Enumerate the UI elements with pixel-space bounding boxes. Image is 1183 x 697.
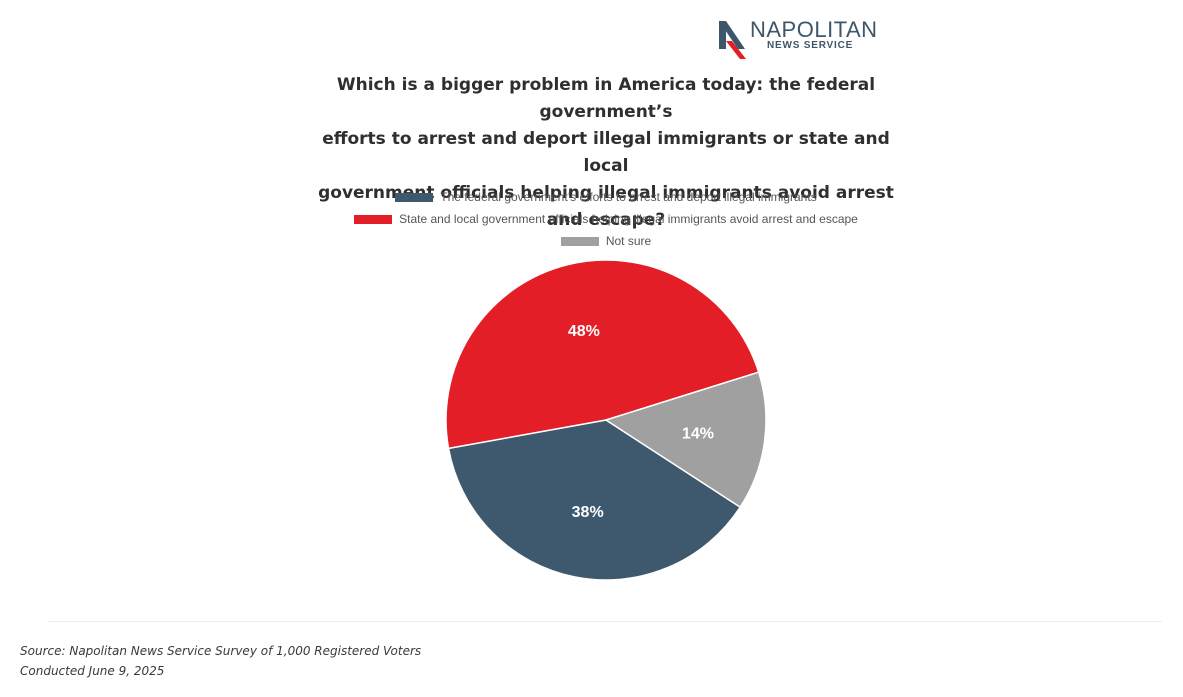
- legend-label: The federal government’s efforts to arre…: [440, 190, 817, 204]
- pie-slice-not-sure: [604, 371, 767, 509]
- legend-item: Not sure: [300, 230, 912, 252]
- legend-item: State and local government officials hel…: [300, 208, 912, 230]
- source-note: Source: Napolitan News Service Survey of…: [20, 641, 421, 681]
- napolitan-n-mark-icon: [719, 21, 746, 59]
- pie-chart: 38% 48% 14%: [445, 259, 767, 581]
- pie-data-label: 48%: [568, 323, 600, 340]
- chart-legend: The federal government’s efforts to arre…: [300, 186, 912, 252]
- chart-title-line: Which is a bigger problem in America tod…: [336, 75, 876, 122]
- legend-swatch: [354, 214, 393, 224]
- pie-data-label: 14%: [682, 426, 714, 443]
- source-text: Source: Napolitan News Service Survey of…: [20, 644, 422, 658]
- napolitan-logo: NAPOLITAN NEWS SERVICE: [718, 17, 878, 61]
- footer-divider: [48, 621, 1162, 622]
- logo-subtitle: NEWS SERVICE: [767, 40, 854, 51]
- pie-data-label: 38%: [572, 504, 604, 521]
- chart-title-line: government officials helping illegal imm…: [318, 183, 894, 230]
- logo-name: NAPOLITAN: [750, 17, 878, 42]
- legend-label: Not sure: [605, 234, 652, 248]
- chart-title-line: efforts to arrest and deport illegal imm…: [322, 129, 890, 176]
- legend-item: The federal government’s efforts to arre…: [300, 186, 912, 208]
- legend-swatch: [395, 192, 434, 202]
- pie-slice-state-local: [445, 259, 760, 450]
- legend-label: State and local government officials hel…: [399, 212, 858, 226]
- chart-title: Which is a bigger problem in America tod…: [300, 72, 912, 234]
- legend-swatch: [560, 236, 599, 246]
- conducted-date: Conducted June 9, 2025: [20, 664, 165, 678]
